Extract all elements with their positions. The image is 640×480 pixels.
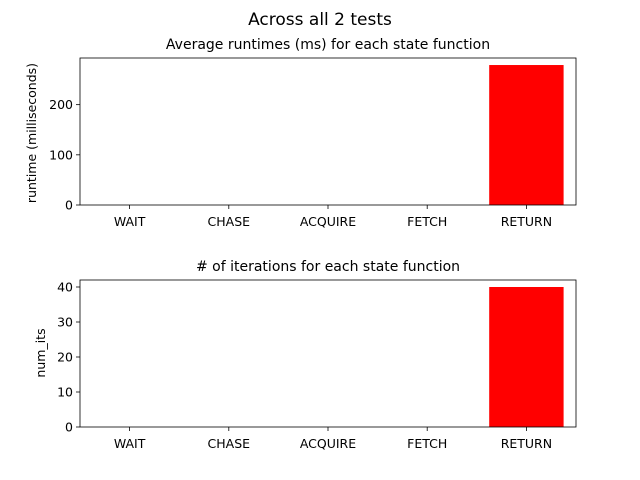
iterations-bar-return <box>489 287 564 427</box>
runtime-ytick-label: 200 <box>49 97 73 112</box>
runtime-chart-title: Average runtimes (ms) for each state fun… <box>166 37 490 53</box>
iterations-chart-title: # of iterations for each state function <box>196 259 460 275</box>
iterations-xtick-label: RETURN <box>501 436 552 451</box>
runtime-xtick-label: ACQUIRE <box>300 214 356 229</box>
runtime-bar-return <box>489 65 564 205</box>
iterations-xtick-label: FETCH <box>407 436 447 451</box>
runtime-ytick-label: 100 <box>49 147 73 162</box>
runtime-xtick-label: WAIT <box>114 214 146 229</box>
iterations-ytick-label: 0 <box>65 420 73 435</box>
runtime-xtick-label: FETCH <box>407 214 447 229</box>
iterations-ytick-label: 10 <box>57 385 73 400</box>
iterations-xtick-label: CHASE <box>208 436 251 451</box>
iterations-ytick-label: 20 <box>57 350 73 365</box>
runtime-chart-ylabel: runtime (milliseconds) <box>24 63 39 203</box>
runtime-xtick-label: CHASE <box>208 214 251 229</box>
iterations-xtick-label: ACQUIRE <box>300 436 356 451</box>
iterations-chart: # of iterations for each state function … <box>33 259 577 451</box>
iterations-xtick-label: WAIT <box>114 436 146 451</box>
iterations-ytick-label: 40 <box>57 280 73 295</box>
iterations-chart-ylabel: num_its <box>33 328 48 377</box>
runtime-xtick-label: RETURN <box>501 214 552 229</box>
runtime-ytick-label: 0 <box>65 198 73 213</box>
iterations-chart-plot: WAIT CHASE ACQUIRE FETCH RETURN 0 10 20 30 40 <box>57 280 577 451</box>
figure-title: Across all 2 tests <box>248 10 392 30</box>
iterations-ytick-label: 30 <box>57 315 73 330</box>
runtime-chart: Average runtimes (ms) for each state fun… <box>24 37 577 229</box>
runtime-chart-plot: WAIT CHASE ACQUIRE FETCH RETURN 0 100 200 <box>49 57 577 229</box>
